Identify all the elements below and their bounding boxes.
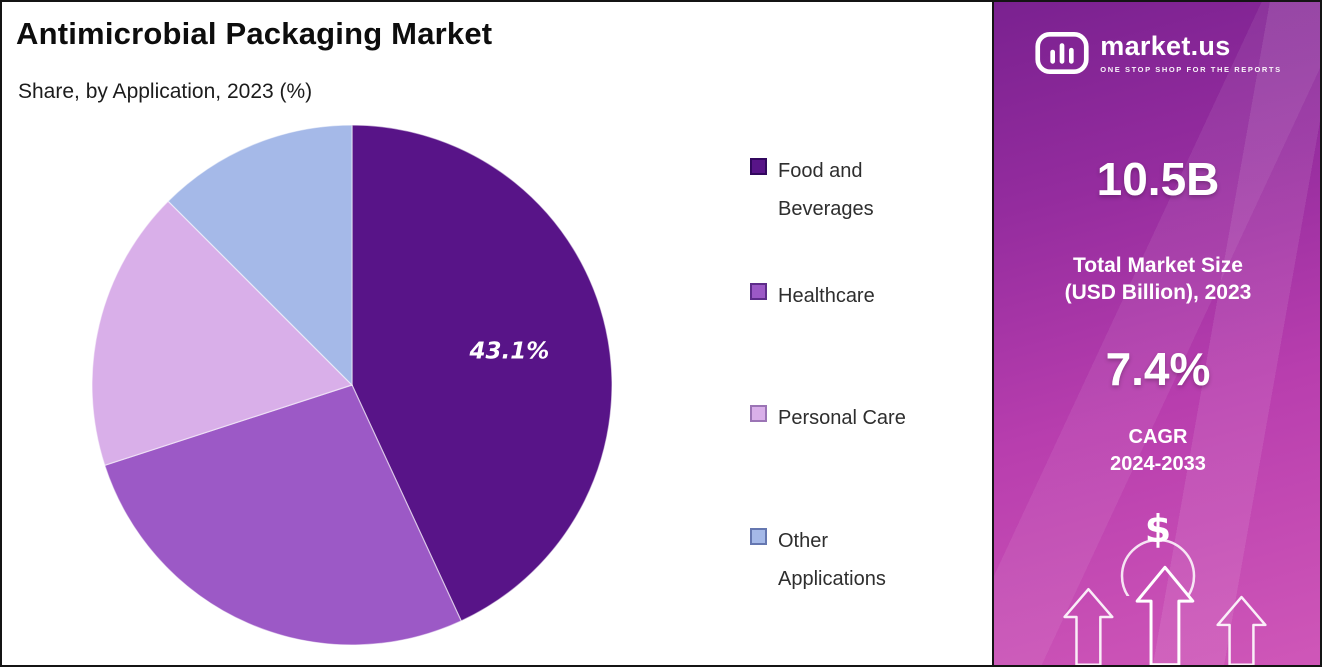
up-arrow-icon — [1216, 595, 1267, 665]
dollar-icon: $ — [994, 500, 1320, 596]
legend-item: Personal Care — [750, 399, 928, 437]
legend-item: Food and Beverages — [750, 152, 928, 228]
up-arrow-icon — [1135, 565, 1195, 665]
pie-slice-label: 43.1% — [469, 338, 550, 364]
pie-chart: 43.1% — [82, 117, 626, 657]
pie-slice — [351, 124, 613, 622]
brand-sidebar: market.us ONE STOP SHOP FOR THE REPORTS … — [992, 2, 1320, 665]
legend-swatch — [750, 405, 767, 422]
growth-arrows-icon — [994, 565, 1320, 665]
legend-swatch — [750, 158, 767, 175]
up-arrow-icon — [1063, 587, 1114, 665]
pie-slice — [103, 384, 463, 646]
page-title: Antimicrobial Packaging Market — [16, 16, 493, 51]
market-size-value: 10.5B — [1096, 153, 1220, 205]
legend-label: Other Applications — [778, 530, 886, 590]
brand-logo: market.us ONE STOP SHOP FOR THE REPORTS — [994, 30, 1320, 76]
legend-label: Food and Beverages — [778, 160, 874, 220]
cagr-label: CAGR 2024-2033 — [1110, 426, 1206, 475]
legend-swatch — [750, 528, 767, 545]
legend-item: Healthcare — [750, 277, 928, 315]
legend-item: Other Applications — [750, 522, 928, 598]
legend-label: Healthcare — [778, 285, 875, 307]
legend-label: Personal Care — [778, 407, 906, 429]
pie-chart-svg: 43.1% — [91, 124, 613, 646]
legend-swatch — [750, 283, 767, 300]
pie-slice — [167, 124, 353, 387]
cagr-value: 7.4% — [1105, 343, 1211, 395]
brand-name: market.us — [1100, 30, 1231, 61]
market-us-logo-icon — [1035, 32, 1089, 74]
market-size-label: Total Market Size (USD Billion), 2023 — [1064, 254, 1252, 305]
chart-subtitle: Share, by Application, 2023 (%) — [18, 80, 313, 103]
svg-text:$: $ — [1145, 507, 1171, 551]
brand-tagline: ONE STOP SHOP FOR THE REPORTS — [1100, 64, 1282, 74]
pie-slice — [91, 200, 354, 467]
